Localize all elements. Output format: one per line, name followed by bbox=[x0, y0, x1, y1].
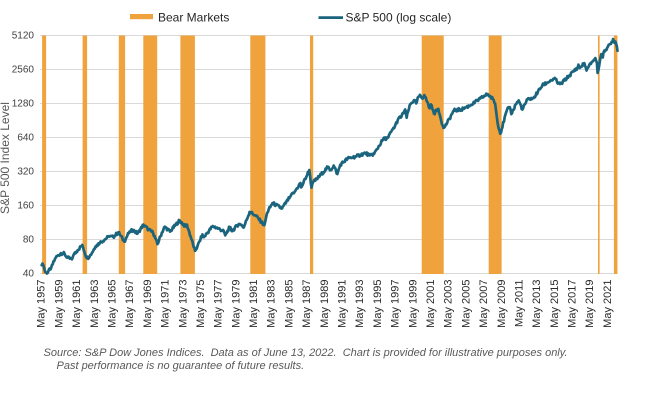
svg-text:May 1959: May 1959 bbox=[53, 280, 65, 328]
svg-text:May 1977: May 1977 bbox=[213, 280, 225, 328]
svg-text:80: 80 bbox=[23, 234, 35, 245]
svg-text:May 2005: May 2005 bbox=[460, 280, 472, 328]
svg-text:May 2021: May 2021 bbox=[602, 280, 614, 328]
svg-text:May 2011: May 2011 bbox=[513, 280, 525, 328]
svg-text:May 2013: May 2013 bbox=[531, 280, 543, 328]
svg-text:May 1957: May 1957 bbox=[36, 280, 48, 328]
svg-text:Past performance is no guarant: Past performance is no guarantee of futu… bbox=[57, 360, 305, 372]
svg-text:May 1993: May 1993 bbox=[354, 280, 366, 328]
svg-text:160: 160 bbox=[17, 200, 34, 211]
svg-text:Source: S&P Dow Jones Indices.: Source: S&P Dow Jones Indices. Data as o… bbox=[44, 347, 568, 359]
svg-text:May 1973: May 1973 bbox=[177, 280, 189, 328]
svg-text:May 1995: May 1995 bbox=[372, 280, 384, 328]
svg-text:May 1987: May 1987 bbox=[301, 280, 313, 328]
svg-text:2560: 2560 bbox=[12, 64, 35, 75]
svg-text:May 1991: May 1991 bbox=[337, 280, 349, 328]
svg-text:640: 640 bbox=[17, 132, 34, 143]
svg-text:May 1967: May 1967 bbox=[124, 280, 136, 328]
svg-text:S&P 500 Index Level: S&P 500 Index Level bbox=[0, 102, 12, 214]
svg-text:May 1969: May 1969 bbox=[142, 280, 154, 328]
svg-text:May 2015: May 2015 bbox=[549, 280, 561, 328]
svg-text:May 1997: May 1997 bbox=[390, 280, 402, 328]
svg-text:1280: 1280 bbox=[12, 98, 35, 109]
svg-text:May 1963: May 1963 bbox=[89, 280, 101, 328]
svg-text:May 2009: May 2009 bbox=[496, 280, 508, 328]
svg-text:May 1981: May 1981 bbox=[248, 280, 260, 328]
svg-text:May 1975: May 1975 bbox=[195, 280, 207, 328]
svg-text:Bear Markets: Bear Markets bbox=[158, 11, 229, 25]
svg-text:320: 320 bbox=[17, 166, 34, 177]
svg-text:May 2003: May 2003 bbox=[443, 280, 455, 328]
svg-text:May 2007: May 2007 bbox=[478, 280, 490, 328]
svg-text:May 1979: May 1979 bbox=[230, 280, 242, 328]
svg-text:May 2001: May 2001 bbox=[425, 280, 437, 328]
svg-text:May 1983: May 1983 bbox=[266, 280, 278, 328]
svg-text:May 2019: May 2019 bbox=[584, 280, 596, 328]
svg-text:May 1965: May 1965 bbox=[106, 280, 118, 328]
svg-text:May 1999: May 1999 bbox=[407, 280, 419, 328]
svg-text:40: 40 bbox=[23, 268, 35, 279]
svg-text:May 1985: May 1985 bbox=[283, 280, 295, 328]
svg-text:May 1989: May 1989 bbox=[319, 280, 331, 328]
svg-text:May 1971: May 1971 bbox=[160, 280, 172, 328]
svg-text:S&P 500 (log scale): S&P 500 (log scale) bbox=[346, 11, 452, 25]
svg-text:May 2017: May 2017 bbox=[567, 280, 579, 328]
svg-text:5120: 5120 bbox=[12, 30, 35, 41]
svg-text:May 1961: May 1961 bbox=[71, 280, 83, 328]
